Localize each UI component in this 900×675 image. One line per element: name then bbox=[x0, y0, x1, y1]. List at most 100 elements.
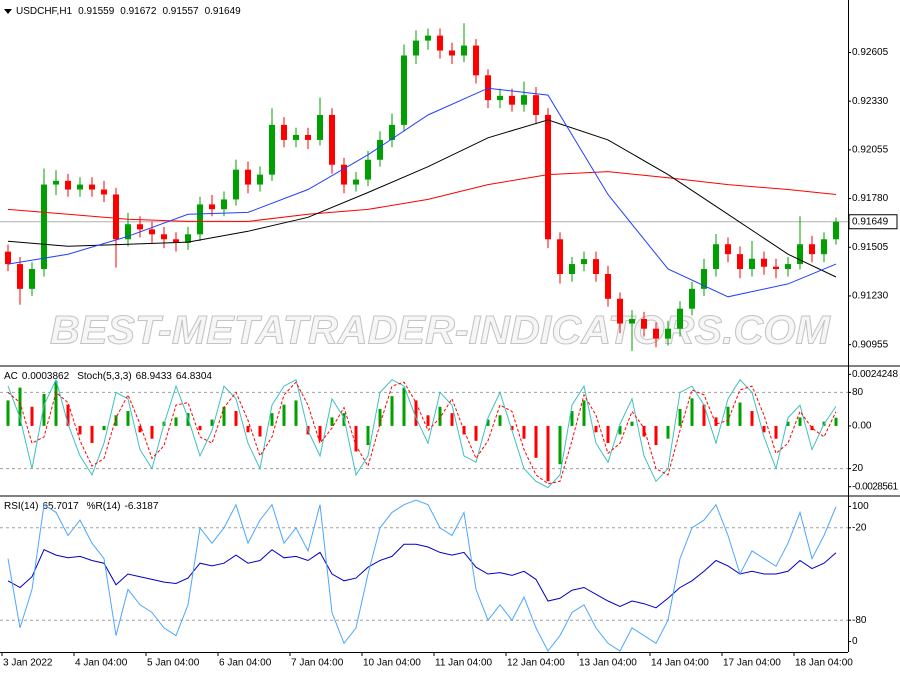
candle-body bbox=[305, 134, 311, 140]
histogram-bar bbox=[570, 411, 574, 426]
indicator-readout: 0.0003862 bbox=[22, 371, 70, 382]
y-tick-label: 100 bbox=[852, 501, 869, 512]
ohlc-readout: 0.91672 bbox=[120, 6, 157, 17]
candle-body bbox=[353, 179, 359, 185]
x-tick-label: 17 Jan 04:00 bbox=[723, 658, 781, 669]
candle-body bbox=[701, 269, 707, 289]
candle-body bbox=[641, 318, 647, 329]
histogram-bar bbox=[138, 425, 142, 433]
candle-body bbox=[413, 40, 419, 56]
indicator-readout: 65.7017 bbox=[42, 501, 79, 512]
indicator-name: AC bbox=[4, 371, 18, 382]
candle-body bbox=[293, 134, 299, 140]
histogram-bar bbox=[222, 406, 226, 426]
x-tick-label: 5 Jan 04:00 bbox=[147, 658, 200, 669]
histogram-bar bbox=[414, 400, 418, 426]
histogram-bar bbox=[714, 417, 718, 426]
indicator-header: RSI(14) 65.7017 %R(14) -6.3187 bbox=[4, 501, 159, 512]
candle-body bbox=[437, 35, 443, 51]
histogram-bar bbox=[126, 411, 130, 426]
candle-body bbox=[821, 239, 827, 255]
x-tick-label: 6 Jan 04:00 bbox=[219, 658, 272, 669]
histogram-bar bbox=[510, 425, 514, 431]
histogram-bar bbox=[498, 415, 502, 426]
candle-body bbox=[773, 266, 779, 270]
candle-body bbox=[737, 254, 743, 270]
candle-body bbox=[449, 50, 455, 56]
histogram-bar bbox=[318, 425, 322, 441]
indicator-name: RSI(14) bbox=[4, 501, 38, 512]
candle-body bbox=[677, 308, 683, 329]
histogram-bar bbox=[30, 406, 34, 426]
candle-body bbox=[689, 288, 695, 309]
histogram-bar bbox=[78, 425, 82, 435]
histogram-bar bbox=[150, 425, 154, 439]
candle-body bbox=[473, 45, 479, 76]
current-price-label: 0.91649 bbox=[852, 216, 889, 227]
y-tick-label: 0.91780 bbox=[852, 193, 889, 204]
histogram-bar bbox=[750, 411, 754, 426]
menu-triangle[interactable] bbox=[4, 9, 12, 14]
histogram-bar bbox=[834, 417, 838, 426]
histogram-bar bbox=[54, 381, 58, 426]
histogram-bar bbox=[798, 417, 802, 426]
candle-body bbox=[29, 269, 35, 289]
histogram-bar bbox=[702, 404, 706, 426]
histogram-bar bbox=[738, 402, 742, 426]
candle-body bbox=[341, 164, 347, 185]
histogram-bar bbox=[114, 415, 118, 426]
chart-header: USDCHF,H1 0.91559 0.91672 0.91557 0.91649 bbox=[16, 6, 241, 17]
candle-body bbox=[785, 264, 791, 270]
candle-body bbox=[725, 244, 731, 255]
indicator-name: Stoch(5,3,3) bbox=[77, 371, 131, 382]
y-tick-label: 80 bbox=[852, 387, 864, 398]
histogram-bar bbox=[654, 425, 658, 446]
histogram-bar bbox=[438, 406, 442, 426]
histogram-bar bbox=[618, 425, 622, 435]
candle-body bbox=[797, 244, 803, 265]
candle-body bbox=[149, 229, 155, 235]
candle-body bbox=[581, 259, 587, 265]
candle-body bbox=[17, 264, 23, 289]
y-tick-label: 0.91505 bbox=[852, 242, 889, 253]
candle-body bbox=[665, 328, 671, 339]
indicator-readout: 64.8304 bbox=[176, 371, 213, 382]
histogram-bar bbox=[210, 419, 214, 426]
candle-body bbox=[113, 194, 119, 240]
histogram-bar bbox=[486, 419, 490, 426]
histogram-bar bbox=[426, 415, 430, 426]
candle-body bbox=[521, 95, 527, 105]
histogram-bar bbox=[294, 400, 298, 426]
histogram-bar bbox=[774, 425, 778, 439]
candle-body bbox=[653, 328, 659, 339]
histogram-bar bbox=[546, 425, 550, 482]
indicator-line bbox=[7, 499, 837, 652]
candle-body bbox=[77, 184, 83, 190]
histogram-bar bbox=[450, 413, 454, 426]
candle-body bbox=[185, 234, 191, 243]
x-tick-label: 7 Jan 04:00 bbox=[291, 658, 344, 669]
histogram-bar bbox=[666, 425, 670, 439]
histogram-bar bbox=[558, 425, 562, 465]
histogram-bar bbox=[810, 425, 814, 431]
candle-body bbox=[269, 124, 275, 175]
candle-body bbox=[221, 199, 227, 210]
current-price-box bbox=[848, 214, 898, 230]
candle-body bbox=[461, 45, 467, 56]
histogram-bar bbox=[174, 417, 178, 426]
candle-body bbox=[605, 273, 611, 299]
histogram-bar bbox=[234, 411, 238, 426]
histogram-bar bbox=[378, 408, 382, 426]
candle-body bbox=[197, 204, 203, 235]
histogram-bar bbox=[198, 425, 202, 431]
moving-average bbox=[7, 87, 837, 298]
histogram-bar bbox=[642, 425, 646, 437]
candle-body bbox=[749, 258, 755, 270]
ohlc-readout: 0.91649 bbox=[205, 6, 242, 17]
candle-body bbox=[5, 251, 11, 265]
candle-body bbox=[329, 114, 335, 165]
histogram-bar bbox=[90, 425, 94, 443]
candle-body bbox=[497, 95, 503, 101]
